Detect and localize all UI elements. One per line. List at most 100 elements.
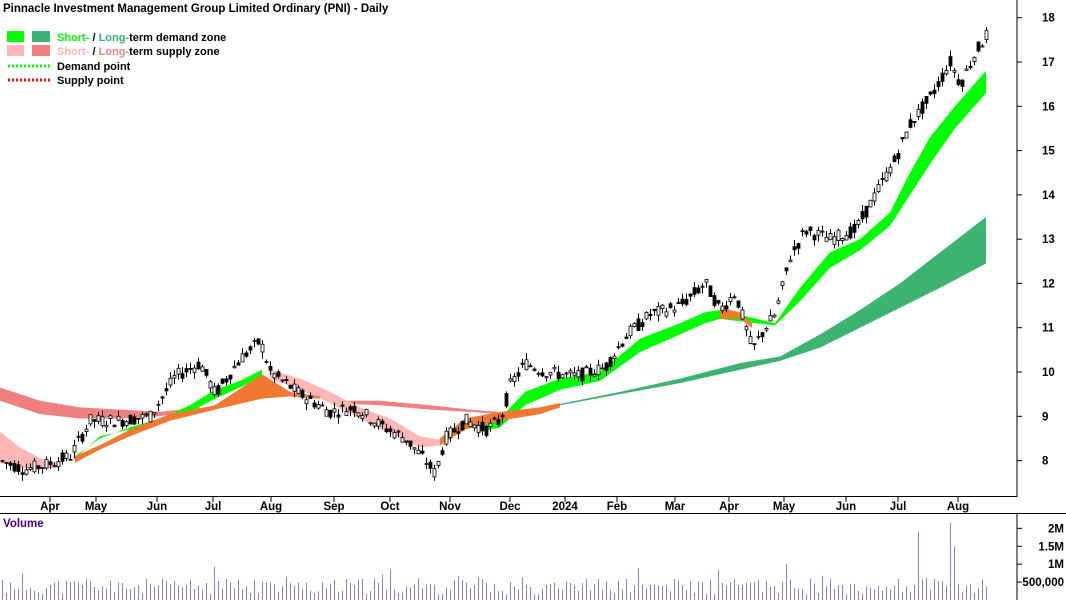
candle-body <box>912 121 917 124</box>
candle-body <box>472 424 477 429</box>
candle-body <box>464 414 469 425</box>
candle-body <box>68 458 73 461</box>
candle-body <box>600 367 605 370</box>
candle-body <box>40 467 45 470</box>
legend-demand-point-label: Demand point <box>57 61 131 73</box>
candle-body <box>844 235 849 241</box>
candle-body <box>12 462 17 472</box>
candle-body <box>876 184 881 192</box>
candle-body <box>968 66 973 69</box>
candle-body <box>300 389 305 398</box>
candle-body <box>456 431 461 434</box>
candle-body <box>908 119 913 128</box>
candle-body <box>788 259 793 263</box>
legend-short-supply-swatch <box>7 45 24 56</box>
candle-body <box>112 424 117 428</box>
candle-body <box>192 367 197 373</box>
candle-body <box>288 384 293 389</box>
candle-body <box>676 302 681 304</box>
candle-body <box>184 368 189 373</box>
candle-body <box>196 361 201 370</box>
candle-body <box>448 427 453 438</box>
candle-body <box>948 56 953 67</box>
x-tick-label: Dec <box>499 501 521 513</box>
candle-body <box>808 226 813 231</box>
candle-body <box>216 385 221 395</box>
y-tick-label: 17 <box>1042 57 1055 69</box>
candle-body <box>592 374 597 377</box>
candle-body <box>648 313 653 316</box>
candle-body <box>580 367 585 382</box>
candle-body <box>96 415 101 422</box>
legend-demand-long: Long- <box>99 32 130 44</box>
legend-supply-suffix: term supply zone <box>129 46 219 58</box>
y-tick-label: 15 <box>1042 146 1055 158</box>
candle-body <box>628 325 633 337</box>
legend-supply-point: Supply point <box>8 75 124 87</box>
candle-body <box>416 449 421 455</box>
candle-body <box>444 430 449 445</box>
candle-body <box>928 91 933 95</box>
candle-body <box>560 374 565 379</box>
legend-demand-sep: / <box>89 32 98 44</box>
candle-body <box>348 406 353 411</box>
candle-body <box>72 445 77 453</box>
candle-body <box>952 70 957 73</box>
candle-body <box>852 223 857 233</box>
candle-body <box>0 460 5 462</box>
candle-body <box>632 323 637 327</box>
x-tick-label: Nov <box>439 501 461 513</box>
candle-body <box>380 420 385 425</box>
candle-body <box>252 339 257 342</box>
candle-body <box>712 295 717 307</box>
candle-body <box>800 230 805 233</box>
candle-body <box>108 415 113 419</box>
candle-body <box>640 322 645 328</box>
legend-supply-point-label: Supply point <box>57 75 124 87</box>
x-tick-label: May <box>773 501 796 513</box>
candle-body <box>452 428 457 433</box>
y-tick-label: 16 <box>1042 101 1055 113</box>
candle-body <box>892 155 897 162</box>
candle-body <box>224 378 229 383</box>
candle-body <box>292 383 297 392</box>
candle-body <box>520 362 525 365</box>
candle-body <box>964 68 969 71</box>
x-tick-label: Oct <box>380 501 399 513</box>
candle-body <box>708 285 713 298</box>
candle-body <box>24 469 29 475</box>
candle-body <box>128 414 133 425</box>
candle-body <box>316 404 321 409</box>
candle-body <box>820 230 825 233</box>
candle-body <box>752 343 757 346</box>
candle-body <box>720 305 725 311</box>
y-tick-label: 18 <box>1042 13 1055 25</box>
volume-tick-label: 2M <box>1048 523 1064 535</box>
legend-supply-zone: Short- / Long-term supply zone <box>7 45 220 58</box>
candle-body <box>824 237 829 242</box>
candle-body <box>52 465 57 468</box>
x-tick-label: Jul <box>890 501 907 513</box>
candle-body <box>272 373 277 379</box>
candle-body <box>744 326 749 331</box>
y-tick-label: 10 <box>1042 367 1055 379</box>
candle-body <box>204 368 209 376</box>
candle-body <box>604 362 609 371</box>
candle-body <box>76 435 81 438</box>
candle-body <box>804 230 809 235</box>
candle-body <box>172 374 177 379</box>
price-y-ticks: 8 9 10 11 12 13 14 15 16 17 18 <box>1017 13 1055 468</box>
candle-body <box>980 45 985 48</box>
volume-tick-label: 500,000 <box>1022 577 1064 589</box>
candle-body <box>424 462 429 465</box>
legend-demand-zone: Short- / Long-term demand zone <box>7 31 226 44</box>
candle-body <box>392 432 397 439</box>
candle-body <box>728 297 733 303</box>
candle-body <box>528 365 533 368</box>
candle-body <box>320 404 325 407</box>
x-tick-label: 2024 <box>552 501 578 513</box>
legend-supply-sep: / <box>89 46 98 58</box>
candle-body <box>596 364 601 376</box>
candle-body <box>420 450 425 454</box>
y-tick-label: 11 <box>1042 323 1055 335</box>
